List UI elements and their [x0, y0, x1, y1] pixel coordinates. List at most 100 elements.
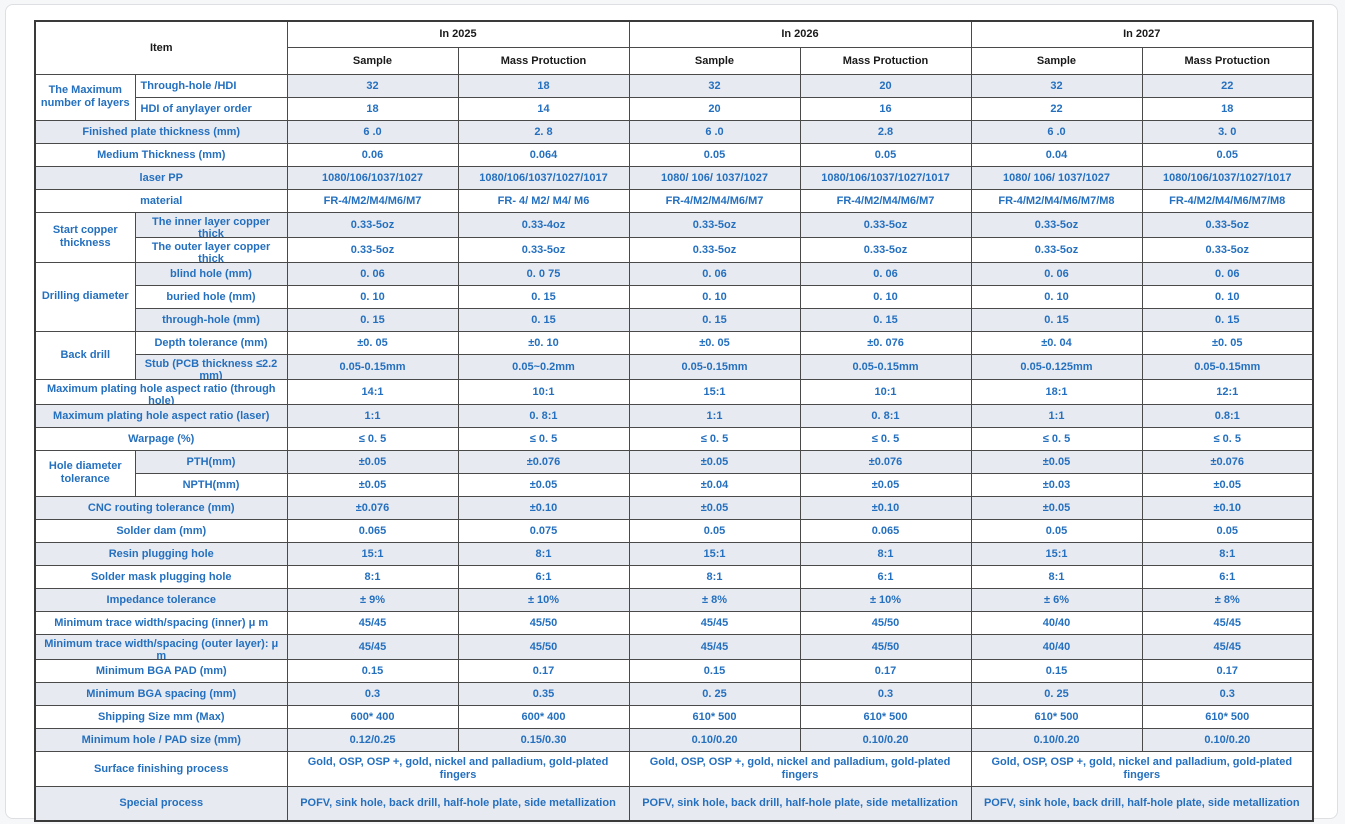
value-cell: 8:1 — [1141, 541, 1314, 566]
value-cell: ±0.05 — [970, 495, 1143, 520]
value-cell: 32 — [628, 73, 801, 98]
value-cell: 0.33-5oz — [1141, 211, 1314, 238]
value-cell: 600* 400 — [286, 704, 459, 729]
value-cell: 20 — [628, 96, 801, 121]
value-cell: 0.12/0.25 — [286, 727, 459, 752]
table-row: Minimum BGA PAD (mm) 0.15 0.17 0.15 0.17 0.15… — [34, 658, 1314, 683]
table-row: The Maximum number of layers Through-hole… — [34, 73, 1314, 121]
row-label: through-hole (mm) — [134, 307, 288, 332]
value-cell: 0. 15 — [1141, 307, 1314, 332]
row-label: Minimum trace width/spacing (inner) μ m — [34, 610, 288, 635]
value-cell: 1080/106/1037/1027/1017 — [1141, 165, 1314, 190]
value-cell: 0.17 — [799, 658, 972, 683]
row-label: Minimum hole / PAD size (mm) — [34, 727, 288, 752]
value-cell: 18:1 — [970, 378, 1143, 405]
value-cell: ±0.10 — [457, 495, 630, 520]
value-cell: 0.33-5oz — [628, 211, 801, 238]
row-label: Maximum plating hole aspect ratio (throu… — [34, 378, 288, 405]
value-cell: 0.3 — [286, 681, 459, 706]
value-cell: ±0. 05 — [1141, 330, 1314, 355]
item-header-cell: Item — [34, 20, 288, 75]
year-header-2025: In 2025 — [286, 20, 630, 48]
value-cell: ±0.05 — [628, 495, 801, 520]
row-label: Medium Thickness (mm) — [34, 142, 288, 167]
value-cell: 0. 8:1 — [799, 403, 972, 428]
value-cell: 15:1 — [628, 541, 801, 566]
col-header-sample-2025: Sample — [286, 46, 459, 75]
value-cell: 0.33-5oz — [1141, 236, 1314, 263]
capability-table-body: The Maximum number of layers Through-hole… — [34, 73, 1314, 822]
value-cell: 0.05-0.15mm — [286, 353, 459, 380]
value-cell: ±0.05 — [286, 449, 459, 474]
value-cell: 0.05-0.15mm — [799, 353, 972, 380]
table-row: Maximum plating hole aspect ratio (throu… — [34, 378, 1314, 405]
value-cell: 0.04 — [970, 142, 1143, 167]
value-cell: 0.33-5oz — [286, 236, 459, 263]
row-label: Special process — [34, 785, 288, 822]
value-cell: 6:1 — [457, 564, 630, 589]
value-cell: 15:1 — [628, 378, 801, 405]
table-row: Shipping Size mm (Max) 600* 400 600* 400 61… — [34, 704, 1314, 729]
value-cell: 0.05 — [1141, 142, 1314, 167]
value-cell: ≤ 0. 5 — [970, 426, 1143, 451]
table-row: Back drill Depth tolerance (mm) ±0. 05 ±0. … — [34, 330, 1314, 380]
value-cell: ±0. 05 — [628, 330, 801, 355]
col-header-sample-2027: Sample — [970, 46, 1143, 75]
value-cell: ± 10% — [799, 587, 972, 612]
row-label: Finished plate thickness (mm) — [34, 119, 288, 144]
value-cell: ±0.076 — [1141, 449, 1314, 474]
table-row: through-hole (mm) 0. 15 0. 15 0. 15 0. 15 0. … — [35, 307, 1314, 332]
value-cell: 0.05-0.125mm — [970, 353, 1143, 380]
value-cell: 0. 15 — [970, 307, 1143, 332]
value-cell: 0.05~0.2mm — [457, 353, 630, 380]
value-cell: 1080/106/1037/1027/1017 — [799, 165, 972, 190]
value-cell: 0.33-4oz — [457, 211, 630, 238]
value-cell: 0.35 — [457, 681, 630, 706]
value-cell: 0.3 — [1141, 681, 1314, 706]
value-cell: 0.065 — [799, 518, 972, 543]
row-label: The outer layer copper thick — [134, 236, 288, 263]
value-cell: 45/50 — [457, 610, 630, 635]
value-cell: 0. 25 — [970, 681, 1143, 706]
value-cell: 610* 500 — [799, 704, 972, 729]
table-row: Warpage (%) ≤ 0. 5 ≤ 0. 5 ≤ 0. 5 ≤ 0. 5 ≤ 0. … — [34, 426, 1314, 451]
item-group-label: Back drill — [34, 330, 136, 380]
value-cell: 0.33-5oz — [799, 211, 972, 238]
table-row: Stub (PCB thickness ≤2.2 mm) 0.05-0.15mm 0… — [35, 353, 1314, 380]
value-cell: 0. 15 — [628, 307, 801, 332]
value-cell: ± 9% — [286, 587, 459, 612]
value-cell: Gold, OSP, OSP +, gold, nickel and palla… — [286, 750, 630, 787]
value-cell: ≤ 0. 5 — [799, 426, 972, 451]
value-cell: Gold, OSP, OSP +, gold, nickel and palla… — [970, 750, 1314, 787]
col-header-mass-2025: Mass Protuction — [457, 46, 630, 75]
table-row: Minimum trace width/spacing (inner) μ m 4… — [34, 610, 1314, 635]
value-cell: 22 — [970, 96, 1143, 121]
value-cell: 0.05-0.15mm — [628, 353, 801, 380]
value-cell: 22 — [1141, 73, 1314, 98]
table-row: Minimum trace width/spacing (outer layer… — [34, 633, 1314, 660]
col-header-sample-2026: Sample — [628, 46, 801, 75]
value-cell: 14 — [457, 96, 630, 121]
value-cell: 45/50 — [799, 610, 972, 635]
value-cell: ±0.03 — [970, 472, 1143, 497]
value-cell: 0.15/0.30 — [457, 727, 630, 752]
value-cell: 0.05 — [628, 518, 801, 543]
value-cell: 0. 06 — [286, 261, 459, 286]
value-cell: 10:1 — [799, 378, 972, 405]
value-cell: ± 6% — [970, 587, 1143, 612]
item-group-label: Hole diameter tolerance — [34, 449, 136, 497]
value-cell: FR-4/M2/M4/M6/M7 — [628, 188, 801, 213]
value-cell: 0.05 — [1141, 518, 1314, 543]
value-cell: 0. 06 — [628, 261, 801, 286]
value-cell: 0. 8:1 — [457, 403, 630, 428]
value-cell: 12:1 — [1141, 378, 1314, 405]
row-label: laser PP — [34, 165, 288, 190]
value-cell: 18 — [286, 96, 459, 121]
value-cell: 0. 10 — [286, 284, 459, 309]
row-label: Impedance tolerance — [34, 587, 288, 612]
value-cell: ±0.10 — [1141, 495, 1314, 520]
value-cell: ± 10% — [457, 587, 630, 612]
value-cell: 6 .0 — [628, 119, 801, 144]
value-cell: FR-4/M2/M4/M6/M7/M8 — [1141, 188, 1314, 213]
